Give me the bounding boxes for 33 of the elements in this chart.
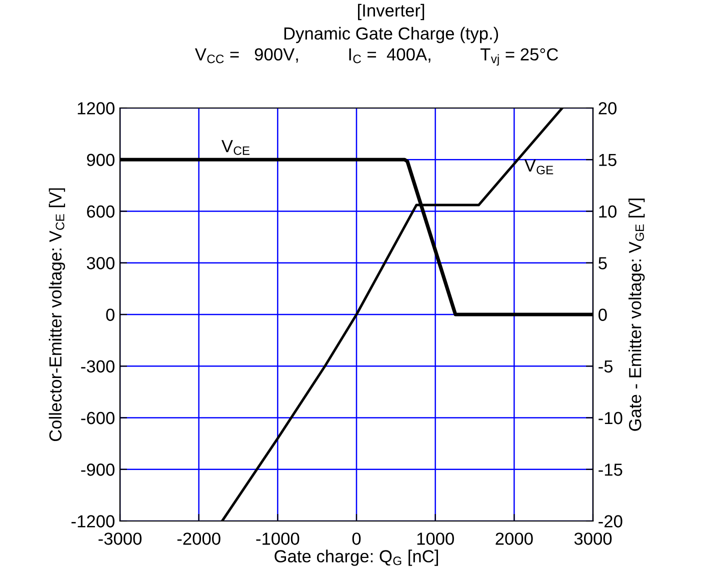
y-tick-label: -900 — [81, 464, 114, 476]
y2-axis-title: Gate - Emitter voltage: V$_{GE}$ [V] — [628, 198, 645, 431]
x-tick-label: -2000 — [177, 532, 220, 545]
y2-tick-label: 0 — [598, 308, 607, 321]
y-tick-label: 0 — [106, 308, 114, 321]
x-axis-title: Gate charge: Q$_{G}$ [nC] — [274, 550, 438, 566]
x-tick-label: 0 — [352, 532, 361, 545]
x-tick-label: -1000 — [256, 532, 300, 545]
chart-title: [Inverter] — [358, 4, 424, 20]
y-tick-label: -300 — [81, 360, 114, 373]
y2-tick-label: 20 — [598, 102, 616, 114]
y-tick-label: 900 — [86, 154, 114, 166]
y2-tick-label: -5 — [598, 360, 613, 373]
y-tick-label: 600 — [87, 205, 114, 218]
y-tick-label: -1200 — [72, 515, 114, 528]
y2-tick-label: -15 — [598, 464, 622, 476]
series-label: V$_{GE}$ — [524, 160, 554, 174]
y-tick-label: 1200 — [78, 102, 114, 114]
chart-subtitle: Dynamic Gate Charge (typ.) — [284, 26, 498, 44]
x-tick-label: -3000 — [98, 532, 142, 545]
y2-tick-label: 5 — [598, 257, 607, 270]
series-label: V$_{CE}$ — [221, 140, 250, 155]
text: V$_{CC}$ = 900V, I$_{C}$ = 400A, T$_{vj}$ = 25°C — [194, 48, 558, 66]
y-axis-title: Collector-Emitter voltage: V$_{CE}$ [V] — [48, 188, 66, 442]
y-tick-label: 300 — [86, 257, 114, 270]
y2-tick-label: -20 — [598, 515, 622, 528]
x-tick-label: 3000 — [574, 532, 612, 545]
y2-tick-label: -10 — [598, 412, 622, 424]
y2-tick-label: 10 — [599, 205, 616, 218]
y2-tick-label: 15 — [599, 154, 616, 166]
y-tick-label: -600 — [81, 412, 114, 424]
x-tick-label: 2000 — [496, 532, 533, 545]
x-tick-label: 1000 — [417, 532, 454, 545]
